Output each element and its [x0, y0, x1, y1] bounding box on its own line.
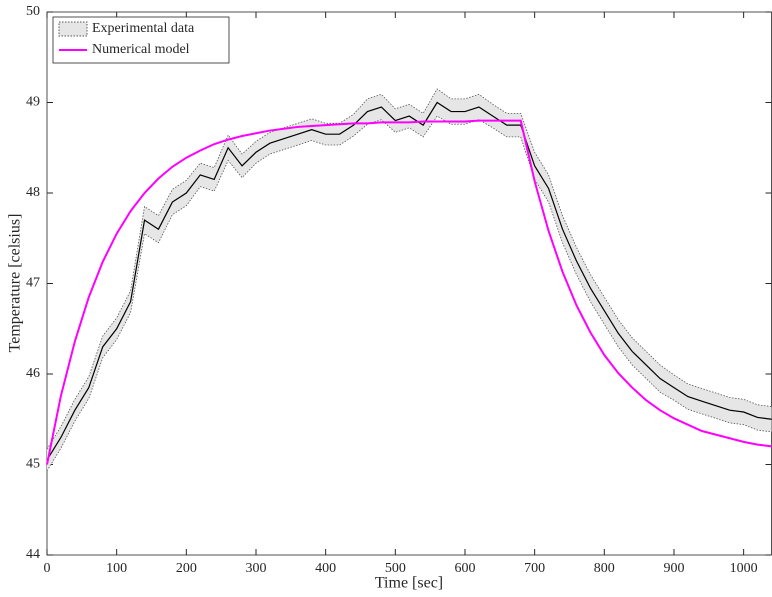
x-tick-label: 300 [245, 561, 266, 576]
y-tick-label: 48 [26, 185, 40, 200]
x-axis-label: Time [sec] [375, 575, 443, 592]
plot-frame [46, 11, 772, 556]
x-tick-label: 700 [524, 561, 545, 576]
y-tick-label: 47 [26, 276, 40, 291]
y-axis-label: Temperature [celsius] [7, 214, 24, 353]
x-tick-label: 800 [594, 561, 615, 576]
legend-label: Numerical model [92, 42, 190, 57]
error-band [47, 88, 772, 471]
band-edge [46, 88, 772, 450]
x-tick-label: 0 [44, 561, 51, 576]
band-edge [46, 115, 772, 472]
x-tick-label: 1000 [730, 561, 758, 576]
series-line [46, 101, 772, 461]
x-tick-label: 900 [663, 561, 684, 576]
legend-label: Experimental data [92, 21, 195, 36]
legend-swatch [58, 21, 88, 37]
series-line [46, 119, 772, 465]
x-tick-label: 600 [454, 561, 475, 576]
x-tick-label: 400 [315, 561, 336, 576]
x-tick-label: 100 [106, 561, 127, 576]
x-tick-label: 200 [176, 561, 197, 576]
y-tick-label: 49 [26, 95, 40, 110]
y-tick-label: 46 [26, 366, 40, 381]
y-tick-label: 45 [26, 457, 40, 472]
x-tick-label: 500 [385, 561, 406, 576]
y-tick-label: 50 [26, 4, 40, 19]
y-tick-label: 44 [26, 547, 40, 562]
